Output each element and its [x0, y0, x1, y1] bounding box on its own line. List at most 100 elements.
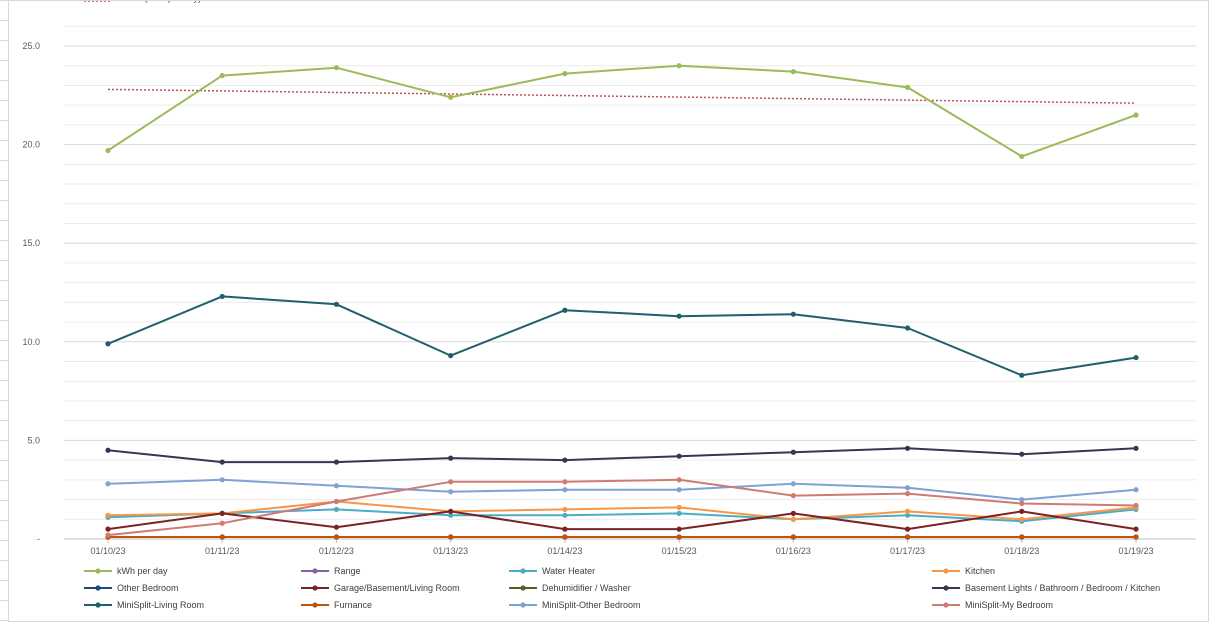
data-point[interactable]: [1133, 445, 1139, 451]
legend-item[interactable]: kWh per day: [84, 566, 168, 576]
data-point[interactable]: [448, 489, 454, 495]
data-point[interactable]: [676, 487, 682, 493]
data-point[interactable]: [105, 532, 111, 538]
data-point[interactable]: [1133, 502, 1139, 509]
data-point[interactable]: [562, 307, 568, 313]
data-point[interactable]: [562, 534, 568, 540]
series-line[interactable]: [107, 478, 1137, 501]
data-point[interactable]: [676, 63, 682, 69]
series-basement-lights-bathroom-bedroom-kitchen[interactable]: [105, 445, 1139, 465]
data-point[interactable]: [448, 353, 454, 359]
legend-item[interactable]: Other Bedroom: [84, 583, 179, 593]
series-line[interactable]: [107, 478, 1137, 537]
data-point[interactable]: [790, 493, 796, 499]
series-line[interactable]: [107, 500, 1137, 521]
series-minisplit-living-room[interactable]: [105, 293, 1139, 378]
legend-item[interactable]: MiniSplit-My Bedroom: [932, 600, 1053, 610]
data-point[interactable]: [562, 71, 568, 77]
legend-item[interactable]: MiniSplit-Other Bedroom: [509, 600, 641, 610]
data-point[interactable]: [448, 479, 454, 485]
data-point[interactable]: [790, 534, 796, 540]
series-kwh-per-day[interactable]: [105, 63, 1139, 160]
data-point[interactable]: [1133, 354, 1139, 361]
data-point[interactable]: [448, 455, 454, 461]
series-minisplit-my-bedroom[interactable]: [105, 477, 1139, 538]
data-point[interactable]: [333, 524, 340, 530]
legend-item[interactable]: Linear (kWh per day): [84, 1, 201, 3]
series-minisplit-other-bedroom[interactable]: [105, 477, 1139, 503]
data-point[interactable]: [904, 508, 911, 514]
data-point[interactable]: [219, 293, 225, 300]
data-point[interactable]: [1019, 496, 1025, 503]
data-point[interactable]: [333, 534, 340, 540]
data-point[interactable]: [219, 510, 225, 516]
data-point[interactable]: [1019, 516, 1025, 522]
data-point[interactable]: [904, 526, 911, 532]
data-point[interactable]: [105, 147, 111, 154]
data-point[interactable]: [676, 526, 682, 532]
legend-item[interactable]: Water Heater: [509, 566, 595, 576]
data-point[interactable]: [448, 508, 454, 514]
data-point[interactable]: [333, 506, 340, 513]
data-point[interactable]: [904, 84, 911, 91]
data-point[interactable]: [105, 447, 111, 453]
data-point[interactable]: [676, 313, 682, 319]
data-point[interactable]: [1133, 534, 1139, 540]
data-point[interactable]: [333, 459, 340, 465]
data-point[interactable]: [676, 534, 682, 540]
data-point[interactable]: [1133, 487, 1139, 493]
data-point[interactable]: [333, 301, 340, 307]
data-point[interactable]: [904, 445, 911, 451]
data-point[interactable]: [1133, 112, 1139, 118]
data-point[interactable]: [904, 512, 911, 518]
legend-item[interactable]: Furnance: [301, 600, 372, 610]
legend-item[interactable]: Kitchen: [932, 566, 995, 576]
data-point[interactable]: [219, 477, 225, 483]
data-point[interactable]: [790, 510, 796, 516]
data-point[interactable]: [790, 311, 796, 317]
legend-item[interactable]: Basement Lights / Bathroom / Bedroom / K…: [932, 583, 1160, 593]
data-point[interactable]: [105, 341, 111, 347]
data-point[interactable]: [105, 512, 111, 518]
data-point[interactable]: [1019, 451, 1025, 457]
data-point[interactable]: [219, 72, 225, 79]
trendline-kwh-per-day[interactable]: [107, 88, 1137, 104]
legend-item[interactable]: MiniSplit-Living Room: [84, 600, 204, 610]
data-point[interactable]: [790, 516, 796, 522]
data-point[interactable]: [1019, 372, 1025, 378]
data-point[interactable]: [676, 453, 682, 459]
data-point[interactable]: [904, 491, 911, 497]
data-point[interactable]: [562, 506, 568, 513]
data-point[interactable]: [333, 65, 340, 71]
data-point[interactable]: [676, 504, 682, 511]
data-point[interactable]: [790, 449, 796, 455]
legend-item[interactable]: Garage/Basement/Living Room: [301, 583, 460, 593]
data-point[interactable]: [1133, 526, 1139, 532]
legend-item[interactable]: Range: [301, 566, 361, 576]
data-point[interactable]: [448, 534, 454, 540]
data-point[interactable]: [790, 69, 796, 75]
data-point[interactable]: [105, 481, 111, 487]
series-line[interactable]: [107, 510, 1137, 531]
data-point[interactable]: [448, 512, 454, 518]
data-point[interactable]: [1019, 153, 1025, 160]
data-point[interactable]: [562, 479, 568, 485]
series-line[interactable]: [107, 295, 1137, 377]
data-point[interactable]: [1019, 500, 1025, 507]
data-point[interactable]: [676, 477, 682, 483]
data-point[interactable]: [562, 487, 568, 493]
data-point[interactable]: [333, 483, 340, 489]
chart-area[interactable]: -5.0 10.0 15.0 20.0 25.0 01/10/23 01/11/23 01/…: [8, 0, 1209, 622]
data-point[interactable]: [448, 94, 454, 100]
data-point[interactable]: [1019, 534, 1025, 540]
data-point[interactable]: [790, 481, 796, 487]
data-point[interactable]: [676, 510, 682, 516]
data-point[interactable]: [219, 534, 225, 540]
data-point[interactable]: [219, 459, 225, 465]
series-line[interactable]: [107, 447, 1137, 464]
data-point[interactable]: [562, 526, 568, 532]
data-point[interactable]: [1019, 508, 1025, 514]
data-point[interactable]: [333, 498, 340, 505]
series-garage-basement-living-room[interactable]: [105, 508, 1139, 532]
data-point[interactable]: [904, 485, 911, 491]
